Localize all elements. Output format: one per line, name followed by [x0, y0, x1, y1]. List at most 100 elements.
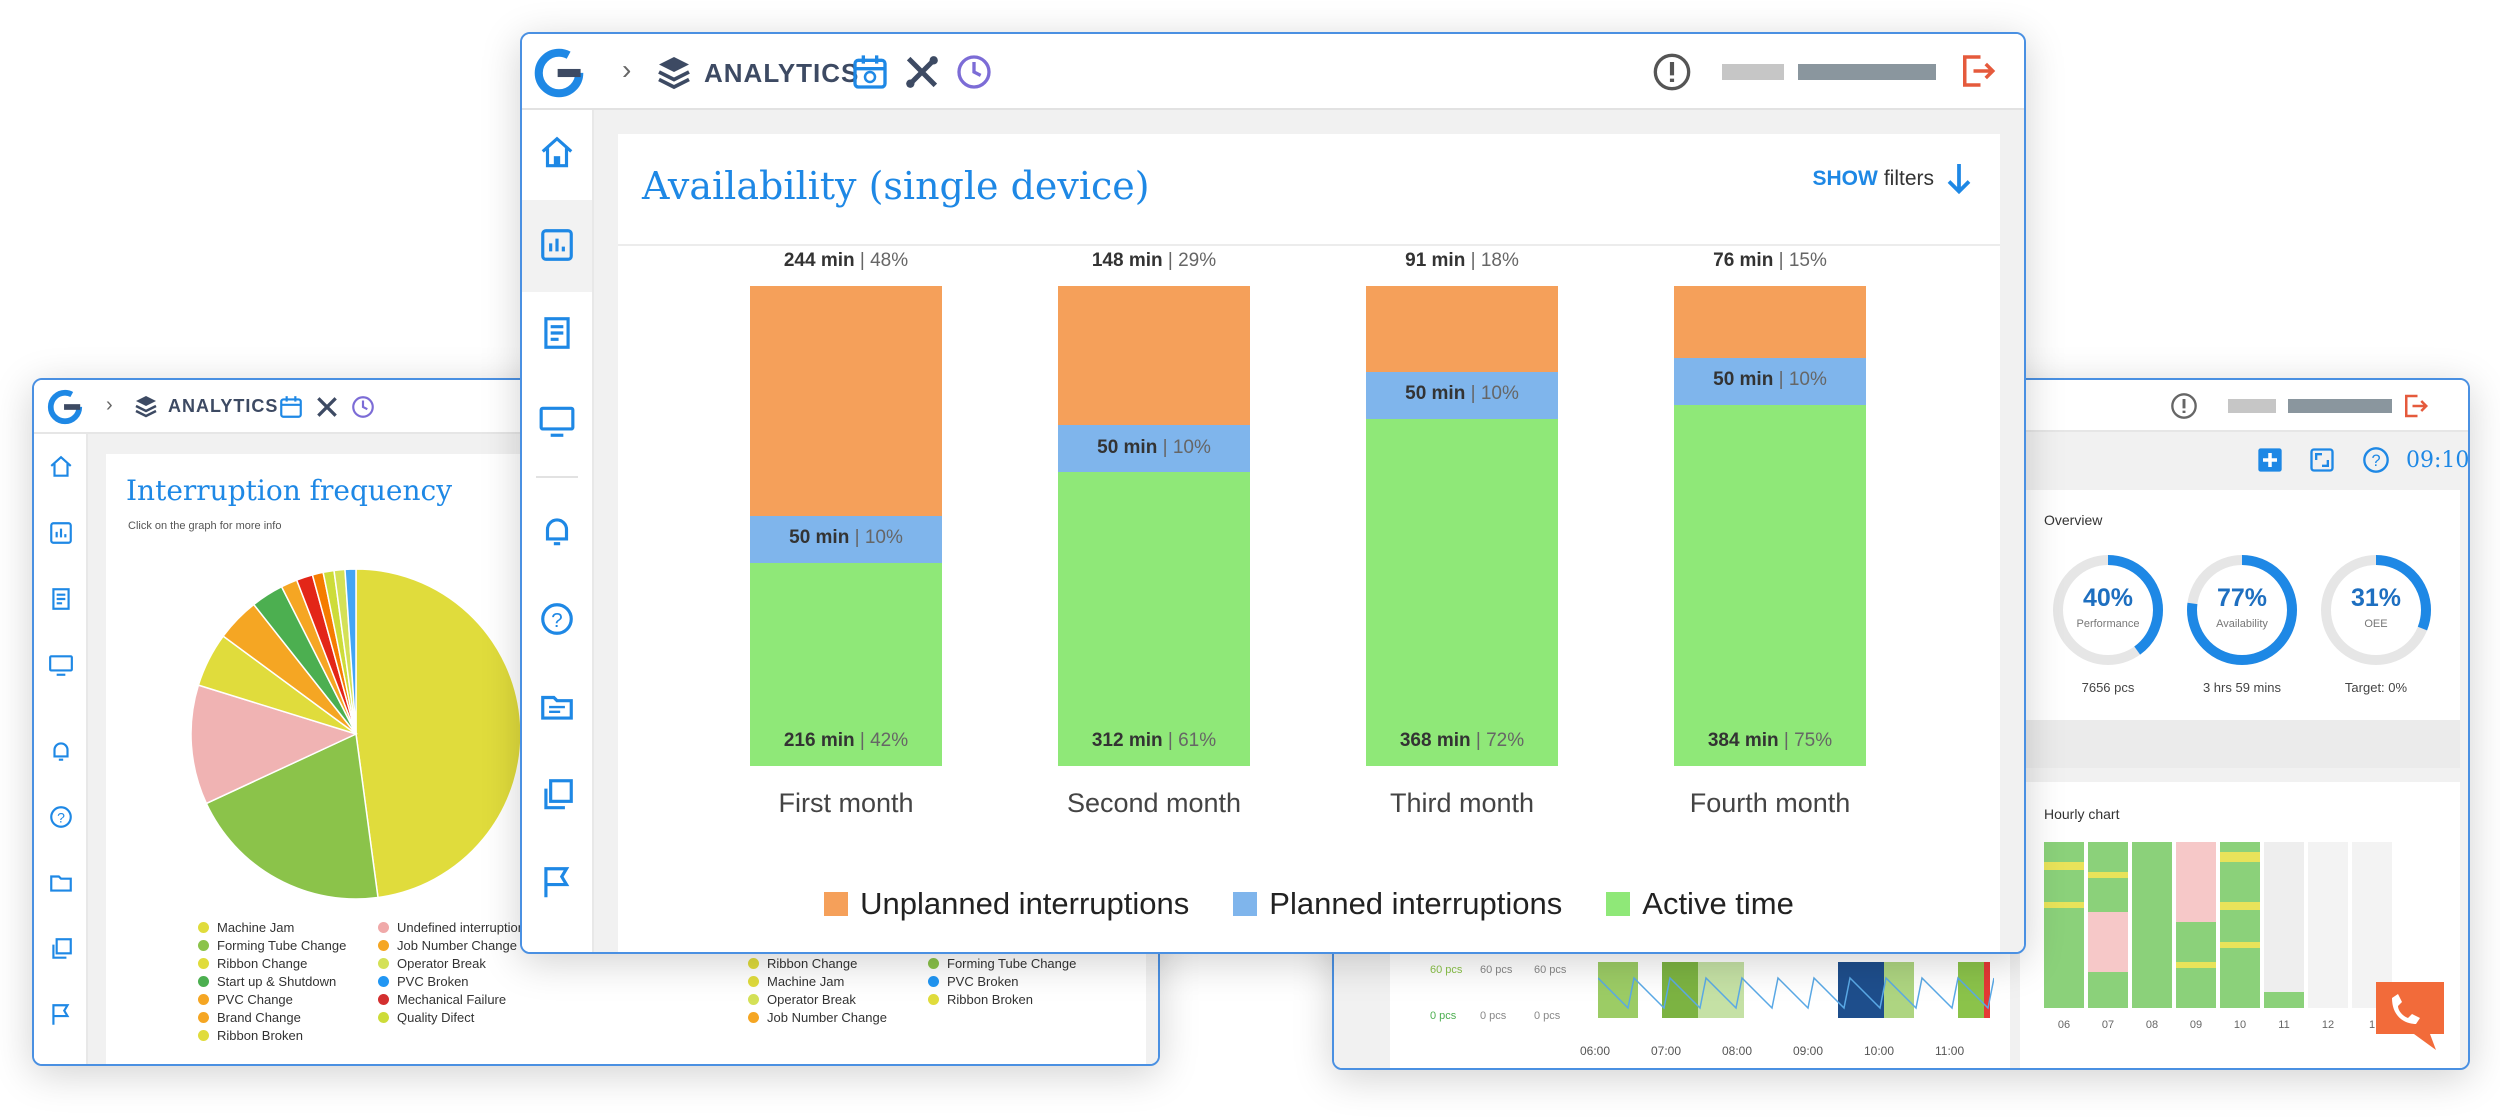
section-title: ANALYTICS: [168, 396, 279, 416]
pie-legend-item[interactable]: PVC Broken: [378, 974, 525, 992]
logout-icon[interactable]: [1956, 50, 1998, 92]
pie-legend-item[interactable]: Ribbon Broken: [928, 992, 1076, 1010]
bell-icon[interactable]: [538, 512, 576, 550]
bar-segment-planned-interruptions[interactable]: [1366, 371, 1558, 419]
app-logo-icon[interactable]: [532, 46, 586, 100]
pie-legend-item[interactable]: Job Number Change: [378, 938, 525, 956]
bar-segment-planned-interruptions[interactable]: [1674, 357, 1866, 405]
bar-segment-unplanned-interruptions[interactable]: [1366, 286, 1558, 372]
hourly-cell[interactable]: [2264, 842, 2304, 1008]
fullscreen-icon[interactable]: [2308, 446, 2336, 474]
timeline-block: [1698, 962, 1744, 1018]
hourly-cell[interactable]: [2220, 852, 2260, 862]
analytics-icon[interactable]: [48, 520, 74, 546]
pie-legend-item[interactable]: Forming Tube Change: [928, 956, 1076, 974]
hourly-cell[interactable]: [2264, 992, 2304, 1008]
tools-icon[interactable]: [314, 394, 340, 420]
pie-legend-item[interactable]: Brand Change: [198, 1010, 346, 1028]
home-icon[interactable]: [48, 454, 74, 480]
help-icon[interactable]: ?: [538, 600, 576, 638]
bar-segment-active-time[interactable]: [750, 562, 942, 766]
show-filters-button[interactable]: SHOW filters: [1812, 154, 1974, 204]
pie-legend-item[interactable]: Ribbon Broken: [198, 1028, 346, 1046]
pie-legend-item[interactable]: Ribbon Change: [748, 956, 887, 974]
bell-icon[interactable]: [48, 738, 74, 764]
bar-column[interactable]: 368 min | 72% 50 min | 10% 91 min | 18%: [1366, 250, 1558, 766]
pie-legend-item[interactable]: Undefined interruption: [378, 920, 525, 938]
hourly-cell[interactable]: [2088, 912, 2128, 972]
bar-column[interactable]: 312 min | 61% 50 min | 10% 148 min | 29%: [1058, 250, 1250, 766]
logout-icon[interactable]: [2400, 391, 2430, 421]
pie-legend-item[interactable]: Job Number Change: [748, 1010, 887, 1028]
report-icon[interactable]: [538, 314, 576, 352]
support-chat-icon[interactable]: [2370, 976, 2450, 1056]
app-logo-icon[interactable]: [46, 388, 84, 426]
home-icon[interactable]: [538, 134, 576, 172]
alert-icon[interactable]: [2170, 392, 2198, 420]
pie-legend-item[interactable]: Forming Tube Change: [198, 938, 346, 956]
bar-column[interactable]: 216 min | 42% 50 min | 10% 244 min | 48%: [750, 250, 942, 766]
flag-icon[interactable]: [48, 1002, 74, 1028]
analytics-icon[interactable]: [538, 226, 576, 264]
bar-segment-active-time[interactable]: [1674, 404, 1866, 766]
bar-segment-unplanned-interruptions[interactable]: [1674, 286, 1866, 358]
clock-icon[interactable]: [954, 52, 994, 92]
tools-icon[interactable]: [902, 52, 942, 92]
hourly-cell[interactable]: [2220, 902, 2260, 910]
folder-icon[interactable]: [48, 870, 74, 896]
monitor-icon[interactable]: [48, 652, 74, 678]
pie-legend-item[interactable]: Operator Break: [748, 992, 887, 1010]
monitor-icon[interactable]: [538, 402, 576, 440]
clock-icon[interactable]: [350, 394, 376, 420]
hourly-cell[interactable]: [2220, 942, 2260, 948]
bar-column[interactable]: 384 min | 75% 50 min | 10% 76 min | 15%: [1674, 250, 1866, 766]
bar-segment-active-time[interactable]: [1366, 418, 1558, 766]
bar-segment-unplanned-interruptions[interactable]: [750, 286, 942, 516]
hourly-cell[interactable]: [2044, 902, 2084, 908]
hourly-cell[interactable]: [2220, 842, 2260, 1008]
interruption-pie[interactable]: [186, 564, 526, 904]
alert-icon[interactable]: [1652, 52, 1692, 92]
pie-legend-item[interactable]: Machine Jam: [748, 974, 887, 992]
hourly-cell[interactable]: [2176, 962, 2216, 968]
legend-item[interactable]: Active time: [1606, 886, 1794, 922]
pie-legend-item[interactable]: PVC Change: [198, 992, 346, 1010]
hourly-cell[interactable]: [2308, 842, 2348, 1008]
question-icon[interactable]: ?: [2362, 446, 2390, 474]
pie-slice[interactable]: [190, 684, 359, 805]
hourly-cell[interactable]: [2044, 862, 2084, 870]
bar-segment-planned-interruptions[interactable]: [1058, 425, 1250, 473]
legend-item[interactable]: Unplanned interruptions: [824, 886, 1189, 922]
bar-segment-planned-interruptions[interactable]: [750, 515, 942, 563]
pie-legend-item[interactable]: Mechanical Failure: [378, 992, 525, 1010]
report-icon[interactable]: [48, 586, 74, 612]
gauge-label: Performance: [2076, 618, 2140, 630]
hourly-chart[interactable]: 06 07 08 09 10 11 12 1: [2044, 842, 2454, 1052]
copy-icon[interactable]: [538, 776, 576, 814]
pie-slice[interactable]: [205, 732, 379, 900]
help-icon[interactable]: ?: [48, 804, 74, 830]
folder-icon[interactable]: [538, 688, 576, 726]
legend-item[interactable]: Planned interruptions: [1233, 886, 1562, 922]
bar-segment-unplanned-interruptions[interactable]: [1058, 286, 1250, 426]
interruption-hint: Click on the graph for more info: [128, 520, 282, 532]
flag-icon[interactable]: [538, 864, 576, 902]
hourly-cell[interactable]: [2176, 842, 2216, 922]
copy-icon[interactable]: [48, 936, 74, 962]
pie-slice[interactable]: [344, 568, 357, 735]
pie-legend-item[interactable]: Operator Break: [378, 956, 525, 974]
pie-slice[interactable]: [355, 568, 522, 899]
calendar-icon[interactable]: [850, 52, 890, 92]
pie-legend-item[interactable]: Ribbon Change: [198, 956, 346, 974]
pie-legend-item[interactable]: PVC Broken: [928, 974, 1076, 992]
pie-legend-item[interactable]: Start up & Shutdown: [198, 974, 346, 992]
hourly-cell[interactable]: [2088, 872, 2128, 878]
bar-minutes: 384 min: [1707, 730, 1779, 751]
add-icon[interactable]: [2256, 446, 2284, 474]
hourly-cell[interactable]: [2132, 842, 2172, 1008]
pie-legend-item[interactable]: Quality Difect: [378, 1010, 525, 1028]
calendar-icon[interactable]: [278, 394, 304, 420]
hourly-cell[interactable]: [2352, 842, 2392, 1008]
bar-segment-active-time[interactable]: [1058, 472, 1250, 766]
pie-legend-item[interactable]: Machine Jam: [198, 920, 346, 938]
